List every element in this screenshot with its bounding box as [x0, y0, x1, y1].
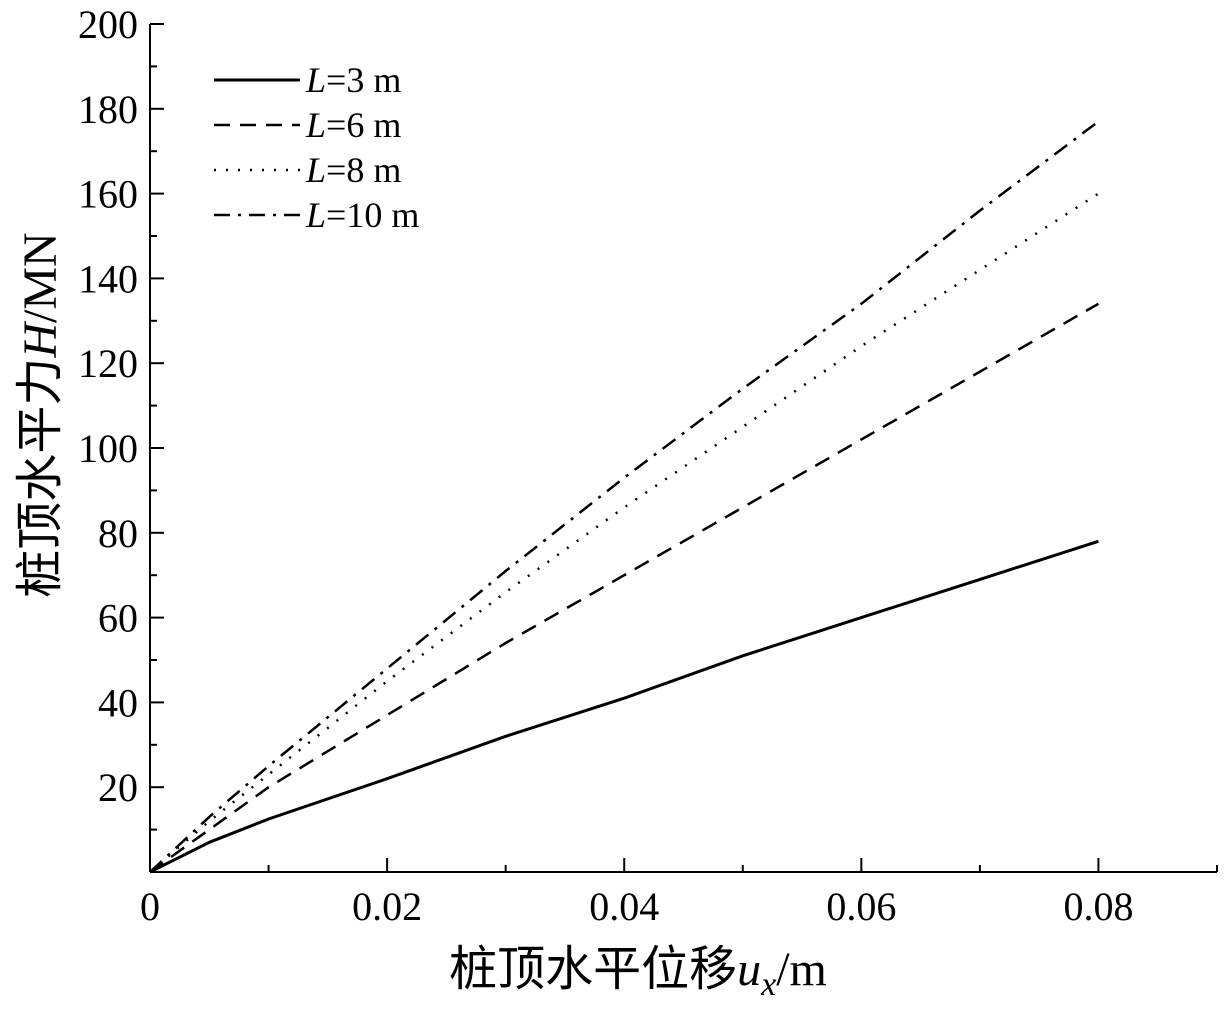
x-tick-label: 0.04: [589, 884, 659, 929]
y-axis-title-prefix: 桩顶水平力: [14, 358, 67, 598]
y-tick-label: 160: [78, 172, 138, 217]
series-line-4: [149, 120, 1100, 873]
y-tick-label: 120: [78, 341, 138, 386]
legend-label-2: L=6 m: [305, 105, 401, 145]
y-tick-label: 80: [98, 511, 138, 556]
legend-label-3: L=8 m: [305, 150, 401, 190]
legend-label-var: L: [305, 195, 326, 235]
x-axis-title-prefix: 桩顶水平位移: [449, 943, 737, 996]
y-tick-label: 60: [98, 596, 138, 641]
x-axis-title: 桩顶水平位移ux/m: [449, 943, 827, 1003]
x-tick-label: 0.08: [1063, 884, 1133, 929]
ticks: 20 40 60 80 100 120 140 160 180 200 0 0.02 0.04 0.06 0…: [78, 2, 1218, 929]
legend-label-var: L: [305, 60, 326, 100]
y-tick-label: 140: [78, 256, 138, 301]
y-tick-label: 180: [78, 87, 138, 132]
x-tick-label: 0.06: [826, 884, 896, 929]
y-axis-title-suffix: /MN: [14, 232, 67, 323]
y-tick-label: 100: [78, 426, 138, 471]
x-axis-title-sub: x: [760, 966, 776, 1003]
x-tick-label: 0.02: [352, 884, 422, 929]
legend-label-rest: =10 m: [326, 195, 419, 235]
x-tick-label: 0: [140, 884, 160, 929]
series-line-3: [149, 192, 1100, 873]
x-axis-title-suffix: /m: [776, 943, 827, 996]
y-axis-title-var: H: [14, 321, 67, 359]
legend-label-rest: =6 m: [326, 105, 401, 145]
legend-label-rest: =8 m: [326, 150, 401, 190]
y-tick-label: 40: [98, 680, 138, 725]
series-line-1: [149, 539, 1099, 874]
y-tick-label: 20: [98, 765, 138, 810]
legend-label-4: L=10 m: [305, 195, 419, 235]
series-layer: [149, 120, 1100, 874]
legend-label-rest: =3 m: [326, 60, 401, 100]
legend-label-1: L=3 m: [305, 60, 401, 100]
legend-label-var: L: [305, 105, 326, 145]
series-line-2: [149, 302, 1100, 874]
y-axis-title: 桩顶水平力H/MN: [14, 232, 67, 597]
x-axis-title-var: u: [737, 943, 761, 996]
y-tick-label: 200: [78, 2, 138, 47]
legend-label-var: L: [305, 150, 326, 190]
legend: L=3 mL=6 mL=8 mL=10 m: [214, 60, 419, 235]
